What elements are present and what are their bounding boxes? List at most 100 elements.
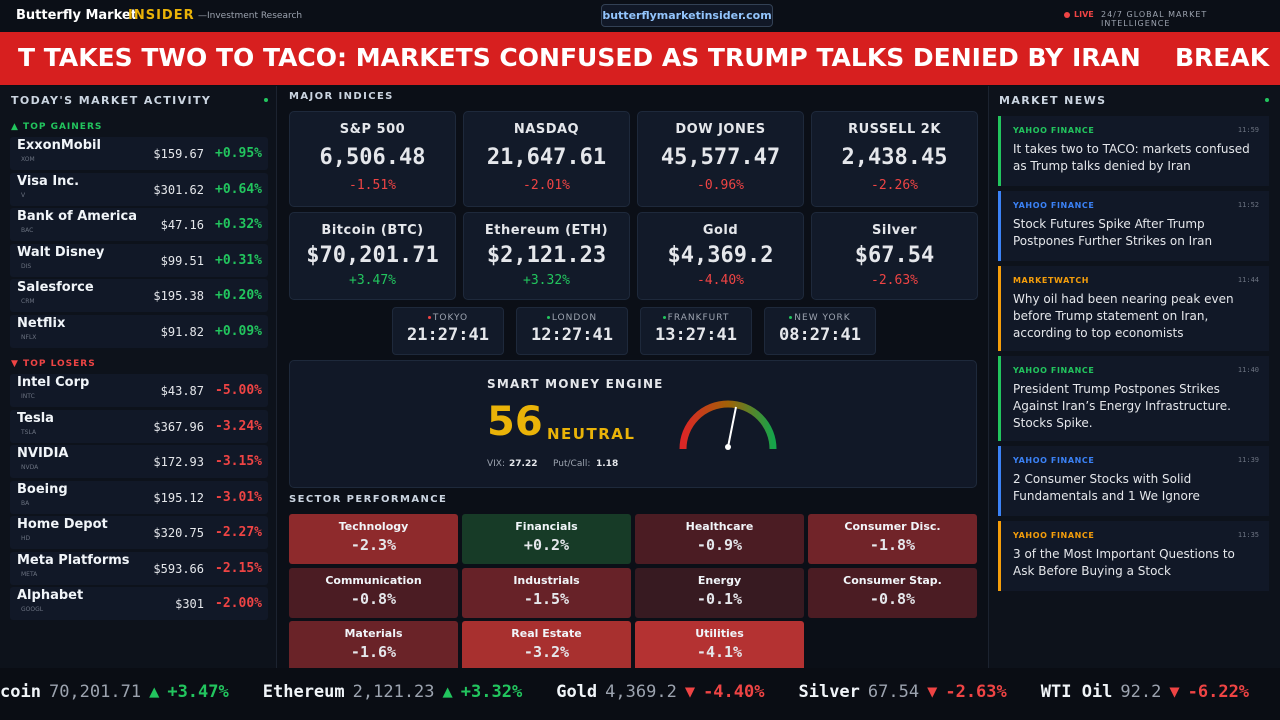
stock-row: Boeing BA $195.12 -3.01% <box>10 480 268 514</box>
tagline: —Investment Research <box>198 11 303 21</box>
smart-score: 56 <box>487 399 543 445</box>
index-change: -2.26% <box>871 178 918 193</box>
news-card[interactable]: YAHOO FINANCE 11:59 It takes two to TACO: … <box>998 116 1269 186</box>
index-change: -2.01% <box>523 178 570 193</box>
stock-price: $195.38 <box>153 289 204 303</box>
status-dot <box>264 98 268 102</box>
ticker-name: Ethereum <box>262 682 345 702</box>
sector-name: Utilities <box>695 627 744 640</box>
stock-change: -2.00% <box>215 596 262 611</box>
index-value: 21,647.61 <box>486 145 607 170</box>
stock-row: Tesla TSLA $367.96 -3.24% <box>10 409 268 443</box>
stock-name: Salesforce <box>17 280 94 295</box>
sector-change: -4.1% <box>696 643 743 661</box>
stock-name: Meta Platforms <box>17 552 130 568</box>
ticker-price: 70,201.71 <box>48 682 142 702</box>
news-time: 11:52 <box>1237 201 1259 209</box>
index-card: Bitcoin (BTC) $70,201.71 +3.47% <box>289 212 456 300</box>
panel-title: TODAY'S MARKET ACTIVITY <box>11 94 212 107</box>
sector-cell: Healthcare -0.9% <box>635 514 804 564</box>
brand-accent: INSIDER <box>128 8 195 23</box>
gauge-needle <box>727 406 737 448</box>
news-source: YAHOO FINANCE <box>1013 456 1095 465</box>
clock: TOKYO 21:27:41 <box>392 307 504 355</box>
news-card[interactable]: YAHOO FINANCE 11:40 President Trump Postpo… <box>998 356 1269 441</box>
ticker-name: Gold <box>556 682 598 702</box>
ticker-bar: coin 70,201.71 ▲ +3.47% Ethereum 2,121.23 ▲ +3.… <box>0 668 1280 720</box>
vix-label: VIX: <box>487 459 506 469</box>
smart-label: NEUTRAL <box>547 425 636 443</box>
index-value: $67.54 <box>854 243 935 268</box>
clock-dot <box>789 316 793 319</box>
news-headline: President Trump Postpones Strikes Agains… <box>1013 382 1231 430</box>
stock-change: +0.95% <box>215 146 262 161</box>
clock-city-name: LONDON <box>551 313 598 323</box>
ticker-change: +3.47% <box>167 682 229 702</box>
pc-label: Put/Call: <box>553 459 591 469</box>
news-source: YAHOO FINANCE <box>1013 366 1095 375</box>
sector-cell: Communication -0.8% <box>289 567 458 618</box>
stock-ticker: INTC <box>21 393 35 400</box>
ticker-change: -6.22% <box>1187 682 1250 702</box>
index-name: NASDAQ <box>513 122 580 137</box>
ticker-price: 67.54 <box>867 682 920 702</box>
index-value: $2,121.23 <box>486 243 607 268</box>
index-card: Silver $67.54 -2.63% <box>811 212 978 300</box>
sector-name: Consumer Disc. <box>844 520 941 533</box>
stock-row: NVIDIA NVDA $172.93 -3.15% <box>10 445 268 478</box>
news-card[interactable]: YAHOO FINANCE 11:35 3 of the Most Importan… <box>998 521 1269 591</box>
stock-change: +0.64% <box>215 181 262 197</box>
stock-ticker: NVDA <box>21 464 39 471</box>
smart-money-box: SMART MONEY ENGINE 56 NEUTRAL VIX: 27.22… <box>289 360 977 488</box>
stock-change: -3.01% <box>215 489 262 505</box>
index-name: Ethereum (ETH) <box>484 223 609 238</box>
stock-price: $593.66 <box>153 561 204 576</box>
gauge-hub <box>725 444 731 450</box>
stock-price: $301 <box>175 597 204 611</box>
stock-name: NVIDIA <box>17 446 69 461</box>
stock-price: $172.93 <box>153 455 204 469</box>
stock-ticker: BA <box>21 499 30 507</box>
stock-name: Bank of America <box>17 209 137 224</box>
headline: T TAKES TWO TO TACO: MARKETS CONFUSED AS… <box>18 43 1141 72</box>
index-card: Ethereum (ETH) $2,121.23 +3.32% <box>463 212 630 300</box>
stock-name: Home Depot <box>17 517 108 532</box>
sector-name: Technology <box>338 520 409 533</box>
stock-price: $320.75 <box>153 526 204 540</box>
news-card[interactable]: YAHOO FINANCE 11:39 2 Consumer Stocks with… <box>998 446 1269 516</box>
sector-title: SECTOR PERFORMANCE <box>289 494 448 505</box>
sector-cell: Energy -0.1% <box>635 567 804 618</box>
clock-dot <box>662 316 666 319</box>
index-card: Gold $4,369.2 -4.40% <box>637 212 804 300</box>
url-box[interactable]: butterflymarketinsider.com <box>601 4 773 27</box>
gauge <box>679 400 777 450</box>
index-card: S&P 500 6,506.48 -1.51% <box>289 111 456 207</box>
sector-name: Industrials <box>513 573 580 587</box>
stock-ticker: BAC <box>21 227 34 234</box>
stock-change: -2.27% <box>215 525 262 540</box>
stock-ticker: CRM <box>21 298 35 305</box>
stock-price: $301.62 <box>153 182 204 197</box>
index-change: +3.32% <box>523 273 570 288</box>
news-headline: Why oil had been nearing peak even befor… <box>1013 292 1234 340</box>
ticker-name: WTI Oil <box>1040 682 1113 702</box>
index-name: S&P 500 <box>339 122 406 137</box>
clock-dot <box>427 316 431 319</box>
ticker-arrow: ▼ <box>1169 682 1180 702</box>
market-activity: TODAY'S MARKET ACTIVITY ▲ TOP GAINERS ▼ … <box>0 86 277 668</box>
news-card[interactable]: MARKETWATCH 11:44 Why oil had been nearing… <box>998 266 1269 351</box>
index-card: RUSSELL 2K 2,438.45 -2.26% <box>811 111 978 207</box>
live-dot <box>1064 12 1070 18</box>
ticker-track: coin 70,201.71 ▲ +3.47% Ethereum 2,121.23 ▲ +3.… <box>0 682 1280 702</box>
stock-price: $47.16 <box>160 218 204 232</box>
live-label: LIVE <box>1074 10 1094 19</box>
ticker-arrow: ▼ <box>927 682 938 702</box>
stock-row: ExxonMobil XOM $159.67 +0.95% <box>10 137 268 170</box>
clock: NEW YORK 08:27:41 <box>764 307 876 355</box>
news-card[interactable]: YAHOO FINANCE 11:52 Stock Futures Spike Af… <box>998 191 1269 261</box>
index-change: -1.51% <box>349 178 396 193</box>
sector-name: Healthcare <box>685 520 754 533</box>
stock-change: +0.32% <box>215 217 262 232</box>
ticker-change: -4.40% <box>703 682 765 702</box>
